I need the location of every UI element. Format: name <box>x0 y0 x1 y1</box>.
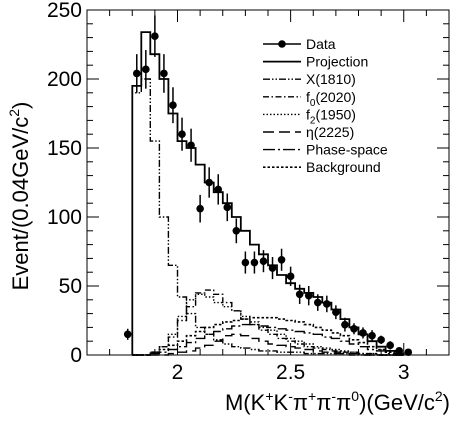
y-axis-label-main: Event/(0.04GeV/c <box>8 117 33 291</box>
x-label-mid1: K <box>274 390 289 415</box>
data-point <box>386 341 394 350</box>
data-point <box>341 320 349 329</box>
x-label-main: M(K <box>225 390 266 415</box>
y-axis-label-sup: 2 <box>6 109 22 117</box>
data-point <box>295 290 304 299</box>
y-tick-label: 0 <box>70 344 82 367</box>
data-point <box>241 258 250 267</box>
x-label-mid5: )(GeV/c <box>359 390 435 415</box>
data-point <box>223 203 232 212</box>
data-point <box>332 308 340 317</box>
data-point <box>368 331 376 340</box>
data-point <box>187 141 195 150</box>
data-point <box>259 257 268 265</box>
data-point <box>142 65 150 74</box>
y-tick-label: 200 <box>47 68 82 91</box>
x-label-end: ) <box>443 390 450 415</box>
legend-label: X(1810) <box>306 71 356 87</box>
y-axis-label-end: ) <box>8 102 33 109</box>
series-line-1 <box>131 31 405 355</box>
x-tick-label: 2.5 <box>276 361 305 384</box>
x-label-mid3: π <box>316 390 331 415</box>
x-label-sup5: 0 <box>351 388 359 404</box>
legend-label: Data <box>306 36 336 52</box>
data-point <box>359 329 367 337</box>
legend-marker <box>278 40 286 48</box>
legend-label: Background <box>306 159 381 175</box>
y-tick-label: 50 <box>59 275 82 298</box>
x-label-mid2: π <box>293 390 308 415</box>
series-line-4 <box>132 293 404 356</box>
data-point <box>277 255 286 264</box>
data-point <box>151 32 159 41</box>
data-point <box>196 204 204 213</box>
data-point <box>323 300 331 308</box>
data-point <box>250 258 259 267</box>
data-point <box>350 324 358 333</box>
data-point <box>160 69 168 78</box>
y-tick-label: 100 <box>47 206 82 229</box>
legend-label: f2(1950) <box>306 106 356 126</box>
series-line-5 <box>132 333 404 356</box>
x-label-sup6: 2 <box>435 388 443 404</box>
x-label-sup3: + <box>308 388 316 404</box>
data-point <box>232 227 241 235</box>
data-points <box>123 15 413 357</box>
series-line-7 <box>132 316 405 356</box>
histogram-curves <box>131 31 405 356</box>
data-point <box>395 347 404 355</box>
data-point <box>169 101 177 110</box>
y-axis-label: Event/(0.04GeV/c2) <box>6 102 33 291</box>
data-point <box>304 291 313 300</box>
data-point <box>178 130 186 138</box>
data-point <box>404 348 413 357</box>
legend-label: Phase-space <box>306 142 388 158</box>
data-point <box>377 336 385 344</box>
data-point <box>123 330 132 339</box>
y-tick-label: 150 <box>47 137 82 160</box>
legend-label: Projection <box>306 54 368 70</box>
x-axis-label: M(K+K-π+π-π0)(GeV/c2) <box>225 388 450 415</box>
data-point <box>313 298 322 307</box>
legend-label: f0(2020) <box>306 89 356 109</box>
axes: 2 2.5 3 0 50 100 150 200 250 <box>47 0 450 384</box>
x-label-sup2: - <box>288 388 293 404</box>
y-tick-label: 250 <box>47 0 82 22</box>
x-label-mid4: π <box>336 390 351 415</box>
data-point <box>286 272 295 281</box>
legend-label: η(2225) <box>306 124 354 140</box>
x-tick-label: 2 <box>172 361 184 384</box>
series-line-3 <box>132 289 404 356</box>
data-point <box>132 69 141 78</box>
data-point <box>214 185 223 194</box>
x-tick-label: 3 <box>398 361 410 384</box>
data-point <box>268 264 277 272</box>
x-label-sup4: - <box>331 388 336 404</box>
data-point <box>205 178 213 187</box>
x-label-sup1: + <box>265 388 273 404</box>
